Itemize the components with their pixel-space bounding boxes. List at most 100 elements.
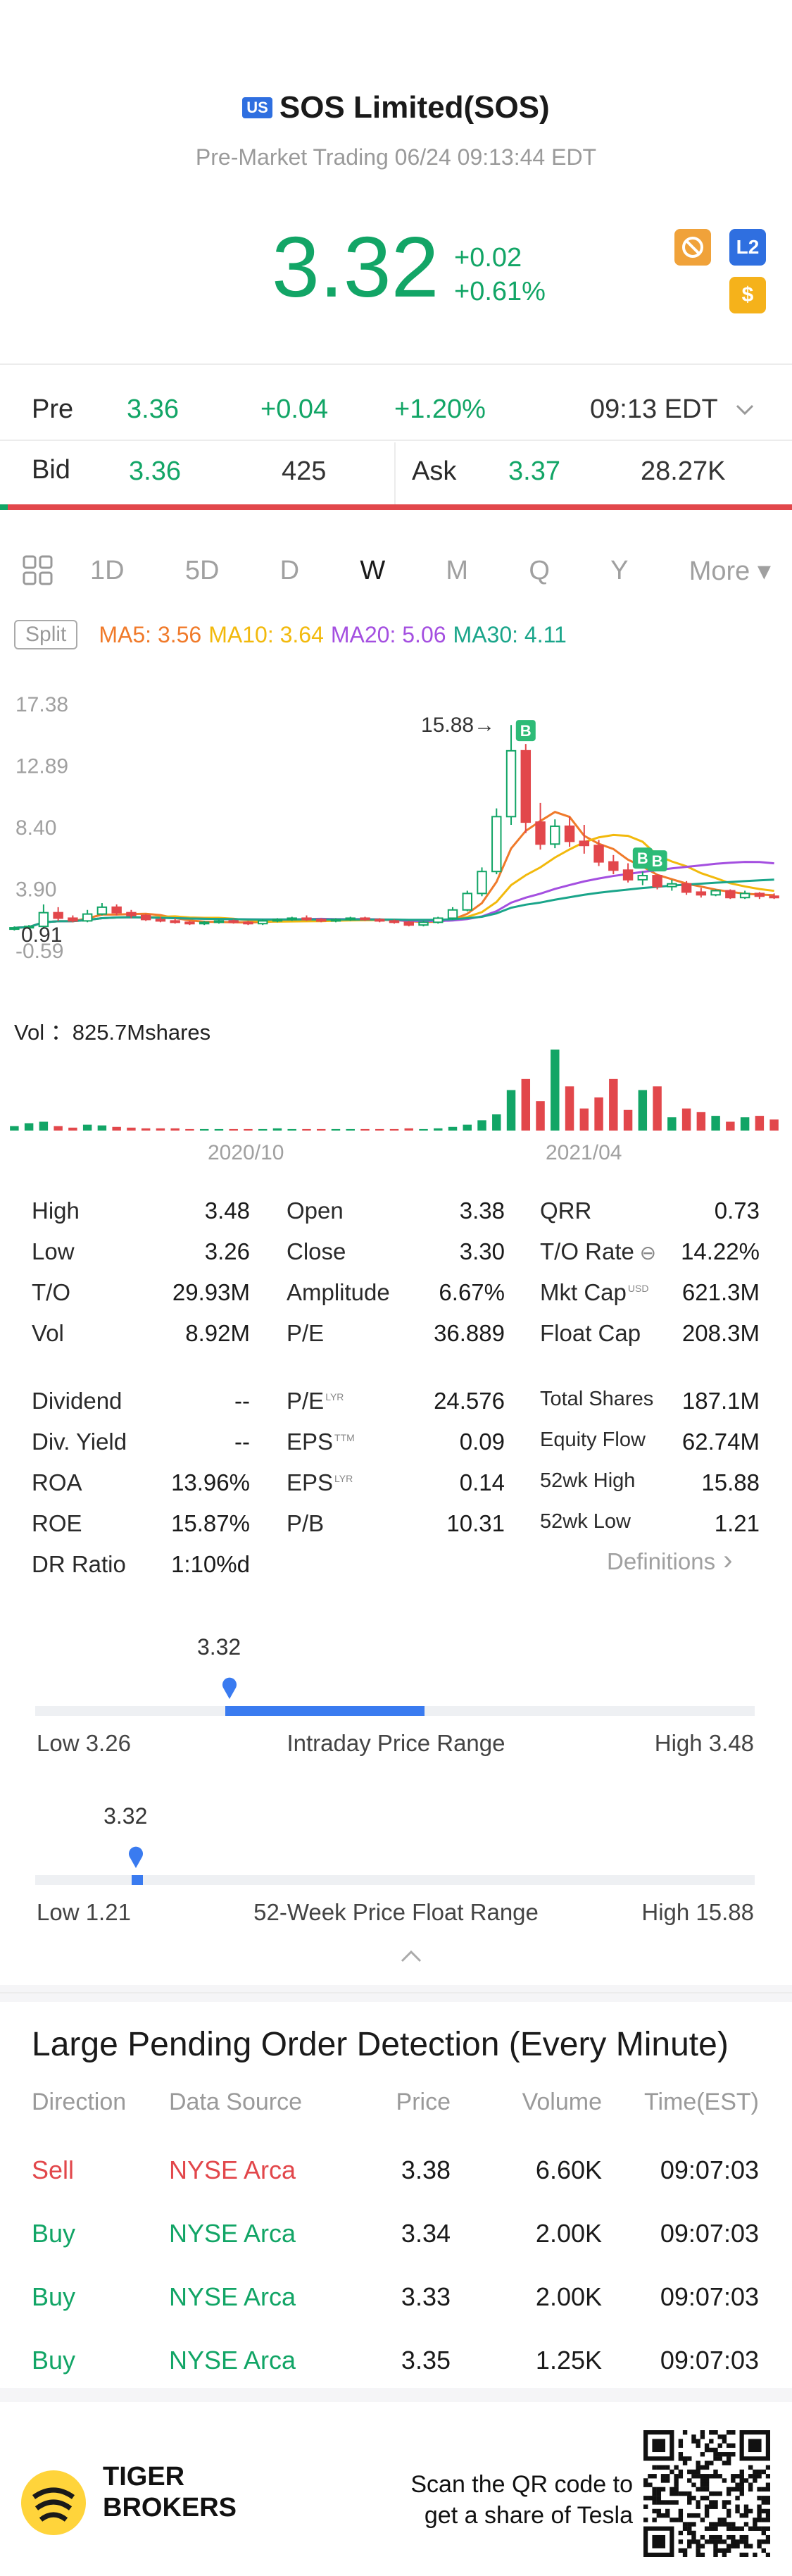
table-header: Volume [522,2089,602,2115]
level2-icon[interactable]: L2 [729,229,766,266]
candle [53,907,63,921]
stat-value: 0.73 [714,1197,760,1224]
volume-bar [594,1097,603,1131]
stat-label-sup: TTM [334,1432,355,1443]
info-icon[interactable]: ⊖ [634,1242,657,1264]
y-tick-label: 8.40 [15,816,56,840]
stat-label-text: Amplitude [287,1279,390,1305]
volume-bar [244,1128,253,1131]
tab-more[interactable]: More ▾ [689,556,771,586]
candle [739,890,750,900]
tab-1d[interactable]: 1D [90,555,125,585]
candle [608,854,619,875]
stat-label: Total Shares [540,1388,653,1414]
pre-label: Pre [32,394,74,424]
session-status: Pre-Market Trading 06/24 09:13:44 EDT [195,144,597,170]
candle [199,921,210,926]
cell-volume: 2.00K [535,2219,602,2248]
volume-bar [521,1078,531,1131]
stat-float-cap: Float Cap 208.3M [540,1320,760,1347]
pre-market-row[interactable]: Pre 3.36 +0.04 +1.20% 09:13 EDT [0,375,792,445]
stat-div-yield: Div. Yield -- [32,1429,250,1455]
table-row[interactable]: Buy NYSE Arca 3.33 2.00K 09:07:03 [0,2282,792,2325]
tab-m[interactable]: M [446,555,469,585]
stat-value: 3.26 [204,1238,250,1264]
volume-bar [127,1127,136,1131]
change-amount: +0.02 [454,243,522,273]
stat-52wk-high: 52wk High 15.88 [540,1469,760,1496]
ma-label: MA30: 4.11 [453,621,567,647]
y-tick-label: -0.59 [15,940,63,963]
candle [140,914,151,921]
table-row[interactable]: Buy NYSE Arca 3.34 2.00K 09:07:03 [0,2219,792,2261]
volume-bar [346,1128,355,1131]
range-title: Intraday Price Range [287,1730,505,1756]
stat-label-text: Dividend [32,1388,122,1414]
pre-change-pct: +1.20% [394,394,486,424]
cell-source: NYSE Arca [169,2346,296,2375]
candle [82,909,93,923]
x-tick-label: 2020/10 [208,1141,284,1164]
stat-label: Low [32,1238,75,1265]
table-row[interactable]: Sell NYSE Arca 3.38 6.60K 09:07:03 [0,2155,792,2198]
tab-y[interactable]: Y [610,555,629,585]
range-track [35,1875,755,1885]
intraday-range: 3.32 Low 3.26 Intraday Price Range High 3.4… [0,1634,792,1768]
stat-label-text: High [32,1197,80,1224]
no-short-icon[interactable] [674,229,711,266]
table-row[interactable]: Buy NYSE Arca 3.35 1.25K 09:07:03 [0,2346,792,2388]
stat-label-sup: LYR [325,1391,344,1402]
candle [579,825,590,854]
candle [170,918,180,924]
tab-w[interactable]: W [360,555,386,585]
stat-value: 0.09 [459,1429,505,1455]
stat-t-o-rate: T/O Rate ⊖ 14.22% [540,1238,760,1265]
volume-bar [185,1128,194,1131]
high-marker-label: 15.88→ [421,714,495,737]
volume-bar [24,1123,34,1131]
candle [330,918,341,923]
feature-badges: L2 $ [674,229,766,313]
stat-label-text: 52wk Low [540,1510,631,1533]
candle [769,893,779,900]
candle [477,867,487,897]
volume-bar [331,1128,341,1131]
tab-d[interactable]: D [279,555,300,585]
candle [301,915,312,921]
stat-value: 36.889 [434,1320,505,1346]
stat-value: 6.67% [439,1279,505,1305]
svg-text:B: B [637,850,648,867]
qr-code[interactable] [643,2430,770,2557]
tab-list: 1D 5D D W M Q Y More ▾ [90,555,771,587]
qr-text-1: Scan the QR code to [410,2471,633,2498]
chart-layout-icon[interactable] [21,554,58,587]
definitions-label: Definitions [607,1548,716,1574]
stat-p-e: P/E LYR 24.576 [287,1388,505,1414]
volume-bar [769,1119,779,1131]
tab-5d[interactable]: 5D [184,555,220,585]
volume-bar [419,1128,428,1131]
volume-bar [667,1117,677,1131]
stat-label-text: Low [32,1238,75,1264]
definitions-link[interactable]: Definitions › [607,1545,733,1576]
stat-label: High [32,1197,80,1224]
volume-bar [448,1126,458,1131]
buy-marker-icon: B [515,720,536,742]
volume-bar [579,1108,589,1131]
stat-value: 0.14 [459,1469,505,1495]
split-button[interactable]: Split [14,620,78,649]
volume-bar [681,1108,691,1131]
volume-bar [39,1121,49,1131]
stat-dr-ratio: DR Ratio 1:10%d [32,1551,250,1578]
table-header: Price [396,2089,451,2115]
stat-label-text: EPS [287,1469,334,1495]
tab-q[interactable]: Q [529,555,550,585]
volume-bar [638,1090,648,1131]
chevron-down-icon[interactable] [734,403,755,417]
chevron-up-icon[interactable] [399,1948,423,1964]
volume-bar [112,1126,121,1131]
dollar-icon[interactable]: $ [729,277,766,313]
stat-label-text: T/O Rate [540,1238,634,1264]
volume-bar [389,1128,399,1131]
